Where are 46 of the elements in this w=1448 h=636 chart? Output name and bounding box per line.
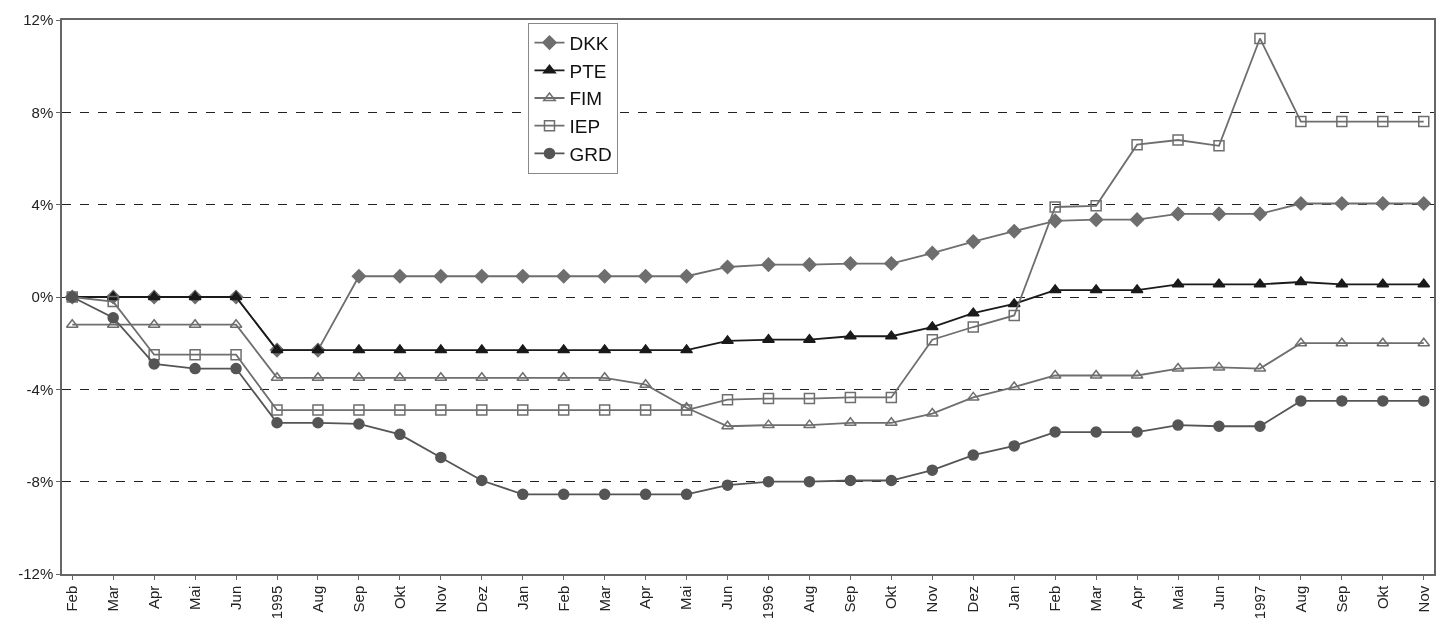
x-tick-label: Sep	[349, 585, 367, 613]
x-tick-label: Jan	[513, 585, 531, 610]
x-tick-label: Apr	[1127, 585, 1145, 610]
legend-label: DKK	[569, 33, 609, 55]
x-tick-label: Aug	[1291, 585, 1309, 613]
x-tick-label: Feb	[63, 585, 81, 612]
x-tick-label: Jun	[1209, 585, 1227, 610]
y-tick-label: 0%	[31, 288, 54, 306]
x-tick-label: Nov	[431, 585, 449, 613]
x-tick-label: Dez	[472, 585, 490, 613]
x-tick-label: Okt	[1373, 584, 1391, 610]
x-tick-label: Aug	[800, 585, 818, 613]
legend-label: IEP	[569, 116, 601, 138]
x-tick-label: Okt	[390, 584, 408, 610]
x-tick-label: 1995	[267, 585, 285, 620]
y-tick-label: -4%	[26, 380, 54, 398]
x-tick-label: Nov	[1414, 585, 1432, 613]
x-tick-label: Sep	[1332, 585, 1350, 613]
y-tick-label: 4%	[31, 195, 54, 213]
legend-label: FIM	[569, 88, 603, 110]
y-tick-label: 8%	[31, 103, 54, 121]
x-tick-label: Jun	[718, 585, 736, 610]
x-tick-label: Apr	[145, 585, 163, 610]
x-tick-label: Dez	[964, 585, 982, 613]
x-tick-label: Feb	[1046, 585, 1064, 612]
x-tick-label: Nov	[923, 585, 941, 613]
x-tick-label: Mar	[1086, 585, 1104, 612]
legend-label: GRD	[569, 143, 612, 165]
legend-label: PTE	[569, 60, 607, 82]
x-tick-label: Mai	[185, 585, 203, 610]
x-tick-label: Mai	[1168, 585, 1186, 610]
x-tick-label: Jun	[226, 585, 244, 610]
x-tick-label: Mai	[677, 585, 695, 610]
x-tick-label: Mar	[595, 585, 613, 612]
x-tick-label: Apr	[636, 585, 654, 610]
x-tick-label: Sep	[841, 585, 859, 613]
x-tick-label: Feb	[554, 585, 572, 612]
x-tick-label: 1996	[759, 585, 777, 620]
y-tick-label: 12%	[23, 11, 54, 29]
x-tick-label: 1997	[1250, 585, 1268, 620]
x-tick-label: Jan	[1005, 585, 1023, 610]
y-tick-label: -12%	[18, 565, 54, 583]
x-tick-label: Mar	[104, 585, 122, 612]
x-tick-label: Okt	[882, 584, 900, 610]
y-tick-label: -8%	[26, 472, 54, 490]
x-tick-label: Aug	[308, 585, 326, 613]
